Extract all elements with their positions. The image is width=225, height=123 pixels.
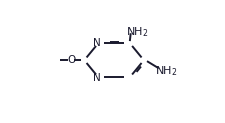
Text: NH$_2$: NH$_2$ [126, 25, 148, 39]
Text: O: O [67, 55, 75, 65]
Text: N: N [92, 38, 100, 48]
Text: N: N [92, 73, 100, 83]
Text: NH$_2$: NH$_2$ [155, 64, 177, 77]
